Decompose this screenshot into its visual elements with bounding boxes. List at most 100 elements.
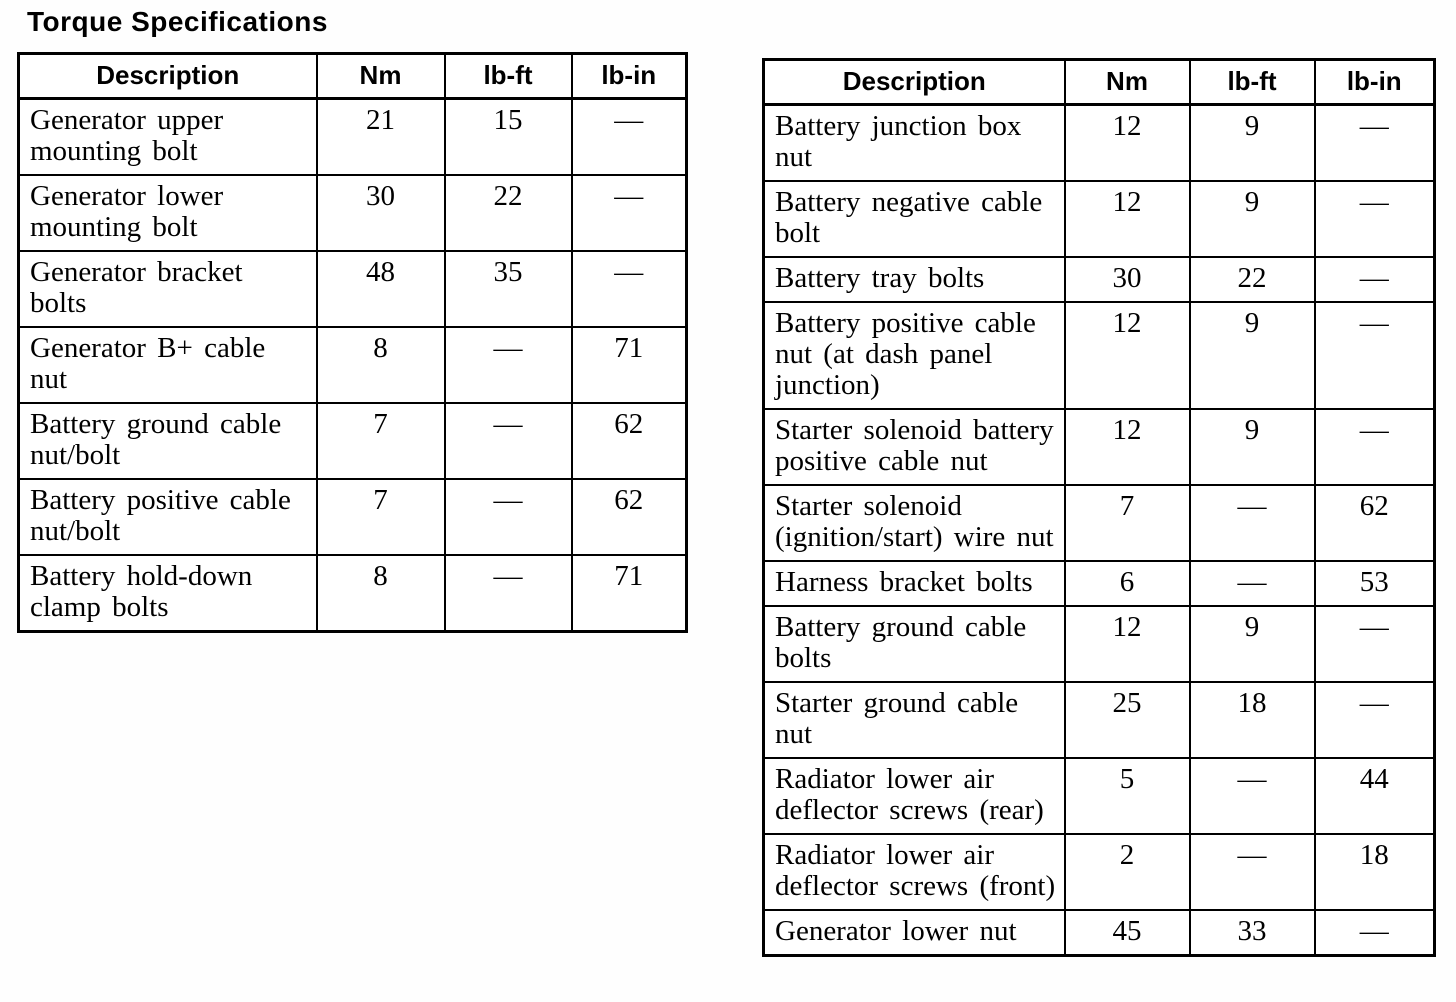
- spec-nm-cell: 45: [1063, 909, 1191, 957]
- spec-nm-cell: 12: [1063, 103, 1191, 182]
- spec-nm-cell: 8: [315, 554, 446, 633]
- spec-lb-ft-cell: —: [1188, 757, 1316, 835]
- column-header-nm: Nm: [1063, 58, 1191, 106]
- table-row: Generator upper mounting bolt 21 15—: [17, 97, 688, 176]
- spec-nm-cell: 21: [315, 97, 446, 176]
- spec-lb-ft-cell: 33: [1188, 909, 1316, 957]
- spec-lb-in-cell: 71: [570, 554, 688, 633]
- table-row: Battery tray bolts 30 22—: [762, 256, 1436, 303]
- column-header-lb-in: lb-in: [1313, 58, 1436, 106]
- spec-lb-in-cell: —: [1313, 180, 1436, 258]
- spec-description-cell: Generator lower mounting bolt: [17, 174, 318, 252]
- spec-nm-cell: 30: [1063, 256, 1191, 303]
- spec-nm-cell: 5: [1063, 757, 1191, 835]
- spec-description-cell: Battery ground cable nut/bolt: [17, 402, 318, 480]
- column-header-description: Description: [17, 52, 318, 100]
- spec-nm-cell: 12: [1063, 301, 1191, 410]
- table-row: Harness bracket bolts 6—53: [762, 560, 1436, 607]
- column-header-lb-ft: lb-ft: [443, 52, 573, 100]
- spec-description-cell: Radiator lower air deflector screws (rea…: [762, 757, 1066, 835]
- table-row: Starter solenoid (ignition/start) wire n…: [762, 484, 1436, 562]
- table-row: Generator B+ cable nut 8—71: [17, 326, 688, 404]
- spec-nm-cell: 2: [1063, 833, 1191, 911]
- spec-description-cell: Starter solenoid (ignition/start) wire n…: [762, 484, 1066, 562]
- spec-lb-ft-cell: 9: [1188, 301, 1316, 410]
- column-header-lb-ft: lb-ft: [1188, 58, 1316, 106]
- spec-nm-cell: 8: [315, 326, 446, 404]
- spec-lb-ft-cell: 9: [1188, 180, 1316, 258]
- spec-lb-in-cell: —: [1313, 256, 1436, 303]
- spec-lb-ft-cell: —: [1188, 484, 1316, 562]
- spec-nm-cell: 48: [315, 250, 446, 328]
- spec-lb-ft-cell: 22: [1188, 256, 1316, 303]
- spec-lb-ft-cell: —: [443, 554, 573, 633]
- spec-description-cell: Generator bracket bolts: [17, 250, 318, 328]
- table-row: Generator lower mounting bolt 30 22—: [17, 174, 688, 252]
- spec-lb-ft-cell: 18: [1188, 681, 1316, 759]
- spec-nm-cell: 7: [1063, 484, 1191, 562]
- spec-lb-in-cell: 62: [570, 402, 688, 480]
- column-header-nm: Nm: [315, 52, 446, 100]
- spec-nm-cell: 12: [1063, 605, 1191, 683]
- column-header-description: Description: [762, 58, 1066, 106]
- spec-nm-cell: 12: [1063, 180, 1191, 258]
- spec-lb-ft-cell: —: [1188, 560, 1316, 607]
- spec-nm-cell: 7: [315, 402, 446, 480]
- spec-lb-in-cell: 18: [1313, 833, 1436, 911]
- spec-lb-ft-cell: 35: [443, 250, 573, 328]
- spec-lb-ft-cell: 22: [443, 174, 573, 252]
- spec-description-cell: Harness bracket bolts: [762, 560, 1066, 607]
- spec-lb-in-cell: —: [570, 174, 688, 252]
- spec-nm-cell: 7: [315, 478, 446, 556]
- torque-table-right: Description Nm lb-ft lb-in Battery junction…: [762, 58, 1436, 957]
- spec-lb-in-cell: —: [1313, 408, 1436, 486]
- spec-description-cell: Generator upper mounting bolt: [17, 97, 318, 176]
- spec-description-cell: Radiator lower air deflector screws (fro…: [762, 833, 1066, 911]
- spec-nm-cell: 30: [315, 174, 446, 252]
- spec-description-cell: Generator lower nut: [762, 909, 1066, 957]
- table-row: Battery hold-down clamp bolts 8—71: [17, 554, 688, 633]
- spec-lb-in-cell: 62: [1313, 484, 1436, 562]
- spec-lb-in-cell: 62: [570, 478, 688, 556]
- spec-lb-ft-cell: 9: [1188, 408, 1316, 486]
- spec-description-cell: Starter ground cable nut: [762, 681, 1066, 759]
- table-header-row-right: Description Nm lb-ft lb-in: [762, 58, 1436, 106]
- spec-description-cell: Battery tray bolts: [762, 256, 1066, 303]
- spec-nm-cell: 25: [1063, 681, 1191, 759]
- table-row: Battery positive cable nut (at dash pane…: [762, 301, 1436, 410]
- table-row: Battery ground cable bolts 12 9—: [762, 605, 1436, 683]
- table-row: Radiator lower air deflector screws (rea…: [762, 757, 1436, 835]
- spec-description-cell: Battery ground cable bolts: [762, 605, 1066, 683]
- table-row: Battery negative cable bolt 12 9—: [762, 180, 1436, 258]
- table-row: Generator lower nut 45 33—: [762, 909, 1436, 957]
- spec-nm-cell: 12: [1063, 408, 1191, 486]
- spec-description-cell: Starter solenoid battery positive cable …: [762, 408, 1066, 486]
- spec-lb-in-cell: —: [570, 250, 688, 328]
- spec-lb-in-cell: —: [1313, 909, 1436, 957]
- spec-lb-ft-cell: 15: [443, 97, 573, 176]
- spec-lb-ft-cell: —: [443, 478, 573, 556]
- spec-lb-ft-cell: —: [443, 402, 573, 480]
- table-row: Battery junction box nut 12 9—: [762, 103, 1436, 182]
- spec-lb-in-cell: —: [570, 97, 688, 176]
- torque-table-left: Description Nm lb-ft lb-in Generator upper …: [17, 52, 688, 633]
- spec-description-cell: Battery negative cable bolt: [762, 180, 1066, 258]
- spec-lb-in-cell: 71: [570, 326, 688, 404]
- table-row: Battery ground cable nut/bolt 7—62: [17, 402, 688, 480]
- spec-lb-in-cell: —: [1313, 681, 1436, 759]
- table-row: Starter solenoid battery positive cable …: [762, 408, 1436, 486]
- table-row: Starter ground cable nut 25 18—: [762, 681, 1436, 759]
- spec-lb-in-cell: —: [1313, 301, 1436, 410]
- spec-lb-ft-cell: 9: [1188, 103, 1316, 182]
- spec-lb-in-cell: —: [1313, 605, 1436, 683]
- table-row: Generator bracket bolts 48 35—: [17, 250, 688, 328]
- spec-lb-ft-cell: —: [443, 326, 573, 404]
- spec-nm-cell: 6: [1063, 560, 1191, 607]
- spec-lb-in-cell: 44: [1313, 757, 1436, 835]
- spec-lb-ft-cell: —: [1188, 833, 1316, 911]
- spec-lb-in-cell: 53: [1313, 560, 1436, 607]
- spec-description-cell: Battery hold-down clamp bolts: [17, 554, 318, 633]
- table-header-row-left: Description Nm lb-ft lb-in: [17, 52, 688, 100]
- spec-description-cell: Generator B+ cable nut: [17, 326, 318, 404]
